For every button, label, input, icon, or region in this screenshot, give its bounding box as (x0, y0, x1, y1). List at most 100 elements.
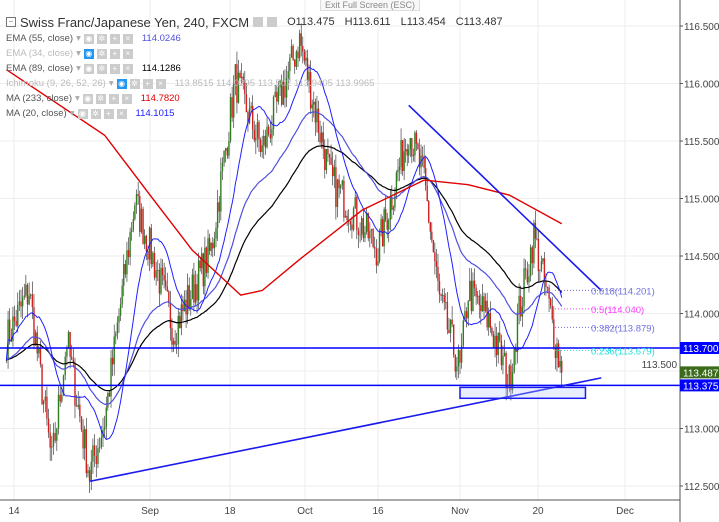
candle-body (71, 356, 73, 360)
candle-body (534, 222, 537, 239)
eye-icon[interactable] (253, 17, 264, 27)
candle-body (44, 396, 47, 401)
candle-body (108, 392, 111, 397)
candle-body (26, 284, 29, 305)
plus-icon[interactable]: + (142, 78, 153, 89)
candle-body (494, 335, 496, 348)
plus-icon[interactable]: + (109, 63, 120, 74)
candle-body (229, 97, 232, 142)
price-axis (680, 0, 719, 522)
dropdown-icon[interactable]: ▾ (76, 48, 81, 59)
gear-icon[interactable]: ✲ (90, 108, 101, 119)
candle-body (25, 284, 27, 296)
candle-body (341, 180, 344, 186)
candle-body (244, 82, 246, 95)
dropdown-icon[interactable]: ▾ (76, 33, 81, 44)
symbol-title[interactable]: Swiss Franc/Japanese Yen, 240, FXCM (20, 14, 250, 30)
candle-body (557, 343, 560, 368)
candle-body (449, 319, 452, 334)
eye-icon[interactable]: ◉ (83, 33, 94, 44)
candle-body (100, 437, 103, 448)
candle-body (511, 372, 514, 391)
candle-body (161, 267, 164, 276)
close-icon[interactable]: × (122, 63, 133, 74)
open-value: O113.475 (287, 16, 335, 28)
close-icon[interactable]: × (121, 93, 132, 104)
y-tick-label: 115.500 (684, 137, 719, 148)
close-icon[interactable]: × (122, 33, 133, 44)
eye-icon[interactable]: ◉ (77, 108, 88, 119)
candle-body (554, 347, 557, 358)
candle-body (464, 311, 466, 321)
indicator-label[interactable]: MA (20, close) (6, 108, 67, 119)
dropdown-icon[interactable]: ▾ (69, 108, 75, 119)
plus-icon[interactable]: + (109, 48, 120, 59)
plus-icon[interactable]: + (108, 93, 119, 104)
candle-body (155, 270, 157, 278)
gear-icon[interactable]: ✲ (96, 48, 107, 59)
candle-body (539, 269, 541, 271)
candle-body (412, 155, 415, 157)
candle-body (119, 304, 122, 316)
candle-body (428, 201, 430, 223)
candle-body (23, 295, 25, 298)
candle-body (152, 252, 154, 265)
candle-body (394, 193, 396, 208)
indicator-label[interactable]: MA (233, close) (6, 93, 72, 104)
candle-body (248, 108, 251, 124)
candle-body (163, 275, 165, 281)
candle-body (445, 301, 447, 303)
gear-icon[interactable]: ✲ (96, 63, 107, 74)
eye-icon[interactable]: ◉ (83, 63, 94, 74)
candle-body (74, 363, 76, 406)
candle-body (374, 246, 376, 249)
dropdown-icon[interactable]: ▾ (108, 78, 114, 89)
candle-body (77, 404, 79, 407)
plus-icon[interactable]: + (109, 33, 120, 44)
candle-body (297, 51, 299, 59)
indicator-label[interactable]: EMA (34, close) (6, 48, 74, 59)
plus-icon[interactable]: + (103, 108, 114, 119)
candle-body (284, 81, 286, 98)
close-icon[interactable]: × (122, 48, 133, 59)
candle-body (272, 97, 275, 129)
gear-icon[interactable] (267, 17, 278, 27)
candle-body (61, 394, 63, 402)
candle-body (451, 319, 453, 325)
candle-body (186, 285, 189, 315)
candle-body (542, 258, 544, 262)
candle-body (300, 33, 302, 46)
candle-body (226, 148, 228, 156)
gear-icon[interactable]: ✲ (96, 33, 107, 44)
close-value: C113.487 (455, 16, 503, 28)
candle-body (513, 349, 515, 373)
candle-body (240, 76, 243, 78)
eye-icon[interactable]: ◉ (82, 93, 93, 104)
close-icon[interactable]: × (155, 78, 166, 89)
candle-body (389, 198, 391, 221)
candle-body (489, 312, 492, 328)
candle-body (290, 45, 293, 58)
y-tick-label: 116.500 (684, 22, 719, 33)
gear-icon[interactable]: ✲ (129, 78, 140, 89)
indicator-label[interactable]: EMA (55, close) (6, 33, 74, 44)
candle-body (113, 336, 115, 365)
close-icon[interactable]: × (116, 108, 127, 119)
indicator-label[interactable]: EMA (89, close) (6, 63, 74, 74)
gear-icon[interactable]: ✲ (95, 93, 106, 104)
collapse-icon[interactable]: − (6, 17, 16, 27)
candle-body (528, 276, 530, 283)
x-tick-label: Nov (451, 506, 469, 517)
candle-body (476, 295, 479, 297)
eye-icon[interactable]: ◉ (116, 78, 127, 89)
dropdown-icon[interactable]: ▾ (76, 63, 81, 74)
dropdown-icon[interactable]: ▾ (75, 93, 80, 104)
eye-icon[interactable]: ◉ (83, 48, 94, 59)
candle-body (202, 253, 205, 287)
candle-body (462, 320, 464, 346)
candle-body (500, 340, 503, 366)
x-tick-label: 18 (224, 506, 236, 517)
indicator-label[interactable]: Ichimoku (9, 26, 52, 26) (6, 78, 106, 89)
candle-body (145, 235, 148, 252)
